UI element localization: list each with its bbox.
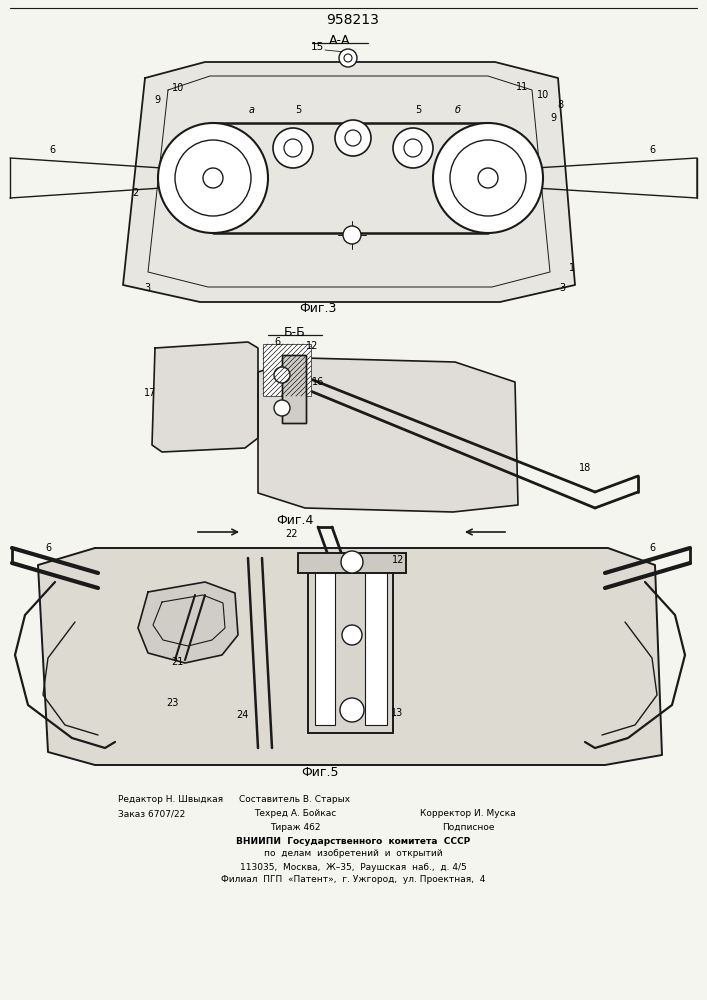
Circle shape xyxy=(450,140,526,216)
Polygon shape xyxy=(138,582,238,663)
Circle shape xyxy=(203,168,223,188)
Text: 24: 24 xyxy=(236,710,248,720)
Text: 113035,  Москва,  Ж–35,  Раушская  наб.,  д. 4/5: 113035, Москва, Ж–35, Раушская наб., д. … xyxy=(240,862,467,871)
Circle shape xyxy=(342,625,362,645)
Text: 6: 6 xyxy=(649,543,655,553)
Bar xyxy=(263,344,311,396)
Circle shape xyxy=(340,698,364,722)
Text: Фиг.4: Фиг.4 xyxy=(276,514,314,526)
Text: a: a xyxy=(249,105,255,115)
Text: 11: 11 xyxy=(516,82,528,92)
Text: 3: 3 xyxy=(559,283,565,293)
Circle shape xyxy=(274,400,290,416)
Circle shape xyxy=(273,128,313,168)
Bar xyxy=(282,355,306,423)
Circle shape xyxy=(393,128,433,168)
Circle shape xyxy=(478,168,498,188)
Bar xyxy=(365,565,387,725)
Text: 2: 2 xyxy=(132,188,138,198)
Circle shape xyxy=(433,123,543,233)
Text: ВНИИПИ  Государственного  комитета  СССР: ВНИИПИ Государственного комитета СССР xyxy=(236,836,470,846)
Bar xyxy=(315,565,335,725)
Bar xyxy=(298,553,406,573)
Circle shape xyxy=(175,140,251,216)
Text: Подписное: Подписное xyxy=(442,822,494,832)
Text: Б-Б: Б-Б xyxy=(284,326,306,338)
Text: по  делам  изобретений  и  открытий: по делам изобретений и открытий xyxy=(264,850,443,858)
Text: Тираж 462: Тираж 462 xyxy=(270,822,320,832)
Text: 8: 8 xyxy=(557,100,563,110)
Text: 1: 1 xyxy=(569,263,575,273)
Text: Корректор И. Муска: Корректор И. Муска xyxy=(420,810,516,818)
Text: Редактор Н. Швыдкая: Редактор Н. Швыдкая xyxy=(118,796,223,804)
Text: 12: 12 xyxy=(392,555,404,565)
Text: б: б xyxy=(455,105,461,115)
Circle shape xyxy=(343,226,361,244)
Text: 5: 5 xyxy=(295,105,301,115)
Text: 17: 17 xyxy=(144,388,156,398)
Polygon shape xyxy=(152,342,258,452)
Text: 10: 10 xyxy=(172,83,184,93)
Text: Техред А. Бойкас: Техред А. Бойкас xyxy=(254,810,336,818)
Text: Составитель В. Старых: Составитель В. Старых xyxy=(240,796,351,804)
Text: 6: 6 xyxy=(274,337,280,347)
Text: Фиг.3: Фиг.3 xyxy=(299,302,337,314)
Text: 958213: 958213 xyxy=(327,13,380,27)
Circle shape xyxy=(341,551,363,573)
Text: 13: 13 xyxy=(391,708,403,718)
Bar xyxy=(298,553,406,573)
Text: 6: 6 xyxy=(649,145,655,155)
Text: 12: 12 xyxy=(306,341,318,351)
Text: 15: 15 xyxy=(310,42,324,52)
Text: 23: 23 xyxy=(166,698,178,708)
Text: 10: 10 xyxy=(537,90,549,100)
Text: 9: 9 xyxy=(154,95,160,105)
Bar xyxy=(308,558,393,733)
Polygon shape xyxy=(258,358,518,512)
Text: Заказ 6707/22: Заказ 6707/22 xyxy=(118,810,185,818)
Text: 9: 9 xyxy=(550,113,556,123)
Text: А-А: А-А xyxy=(329,33,351,46)
Circle shape xyxy=(339,49,357,67)
Circle shape xyxy=(274,367,290,383)
Text: Филиал  ПГП  «Патент»,  г. Ужгород,  ул. Проектная,  4: Филиал ПГП «Патент», г. Ужгород, ул. Про… xyxy=(221,876,485,884)
Circle shape xyxy=(158,123,268,233)
Bar xyxy=(282,355,306,423)
Circle shape xyxy=(284,139,302,157)
Circle shape xyxy=(404,139,422,157)
Circle shape xyxy=(345,130,361,146)
Text: 5: 5 xyxy=(415,105,421,115)
Text: 21: 21 xyxy=(171,657,183,667)
Text: 22: 22 xyxy=(286,529,298,539)
Circle shape xyxy=(344,54,352,62)
Text: 16: 16 xyxy=(312,377,324,387)
Bar xyxy=(308,558,393,733)
Text: 6: 6 xyxy=(45,543,51,553)
Text: 6: 6 xyxy=(49,145,55,155)
Polygon shape xyxy=(123,62,575,302)
Polygon shape xyxy=(38,548,662,765)
Text: 18: 18 xyxy=(579,463,591,473)
Circle shape xyxy=(335,120,371,156)
Text: Фиг.5: Фиг.5 xyxy=(301,766,339,780)
Text: 3: 3 xyxy=(144,283,150,293)
